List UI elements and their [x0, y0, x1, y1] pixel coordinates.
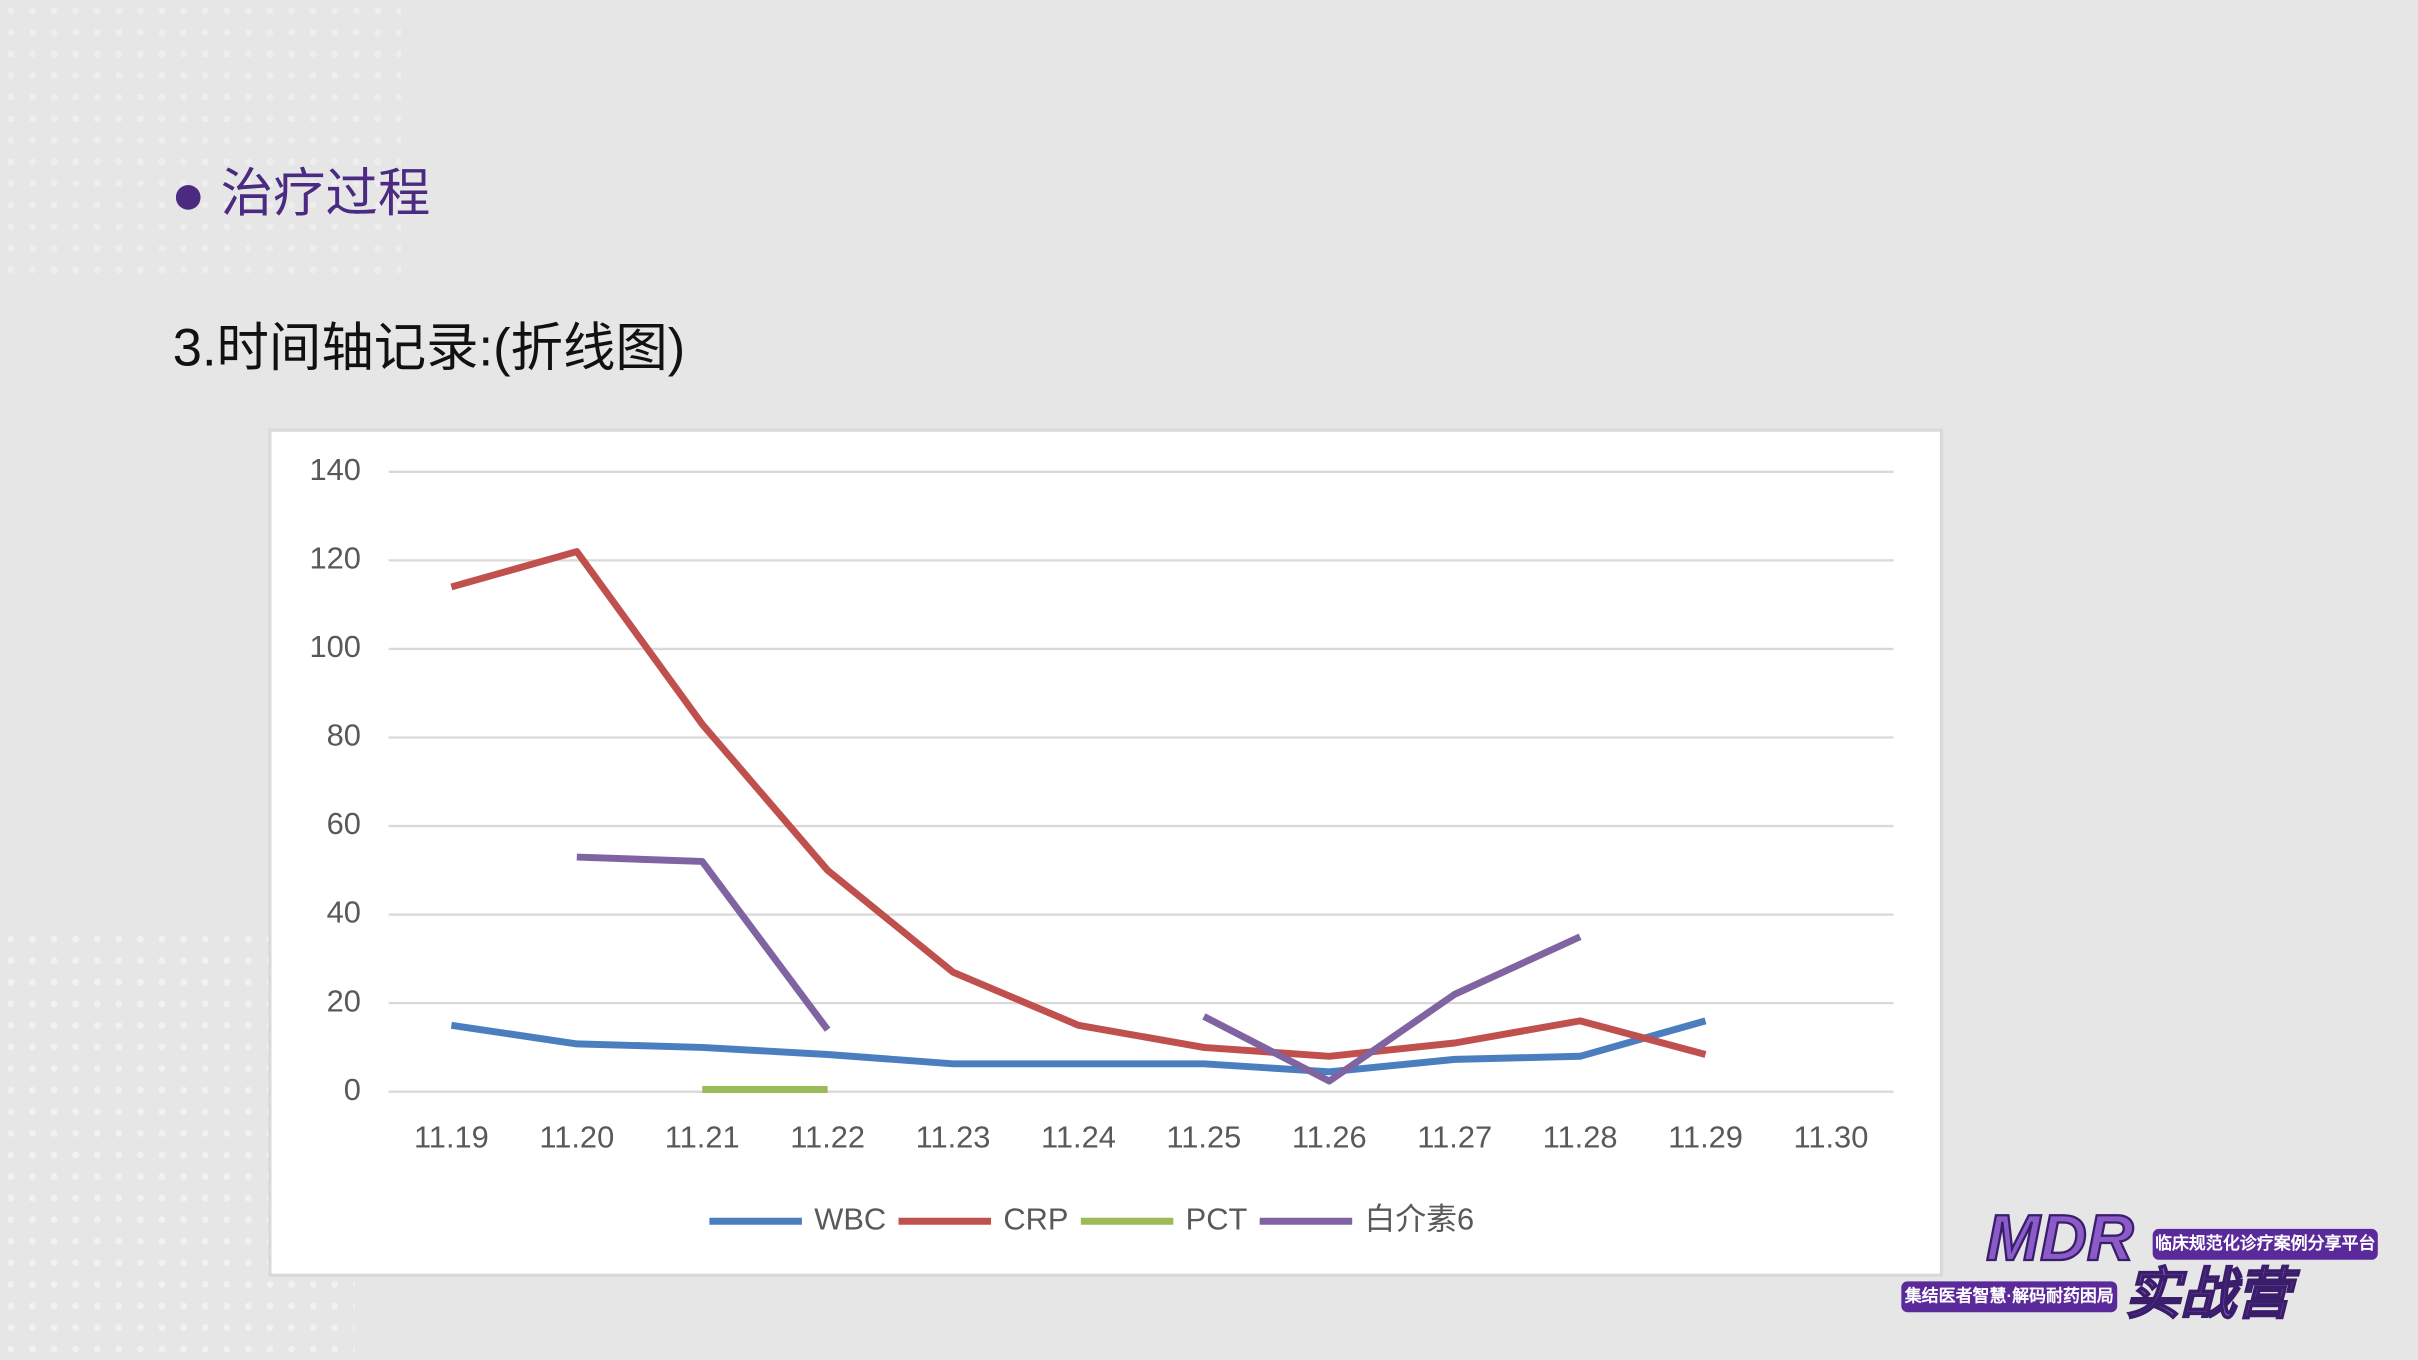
- x-tick-label: 11.20: [539, 1120, 614, 1155]
- y-tick-label: 140: [309, 452, 360, 487]
- x-tick-label: 11.27: [1417, 1120, 1492, 1155]
- y-tick-label: 80: [327, 718, 361, 753]
- logo-tag-bg: [2152, 1228, 2378, 1260]
- logo: MDR 临床规范化诊疗案例分享平台 集结医者智慧·解码耐药困局 实战营: [1901, 1200, 2378, 1326]
- x-tick-label: 11.23: [916, 1120, 991, 1155]
- legend-label: WBC: [814, 1201, 886, 1236]
- x-tick-label: 11.28: [1543, 1120, 1618, 1155]
- bullet: [175, 185, 201, 210]
- x-tick-label: 11.26: [1292, 1120, 1367, 1155]
- chart: 0 20 40 60 80 100 120 140 11.19 11.20 11.21 11.22 11…: [309, 452, 1894, 1236]
- series-line: [450, 1017, 1707, 1076]
- x-tick-label: 11.29: [1668, 1120, 1743, 1155]
- series-line: [576, 853, 1582, 1085]
- x-tick-label: 11.30: [1793, 1120, 1868, 1155]
- subheading: 3.时间轴记录:(折线图): [173, 319, 685, 377]
- logo-slogan-bg: [1901, 1281, 2118, 1313]
- y-tick-label: 20: [327, 983, 361, 1018]
- series-line: [450, 548, 1707, 1060]
- legend-label: 白介素6: [1365, 1201, 1475, 1236]
- y-tick-label: 120: [309, 541, 360, 576]
- y-tick-label: 60: [327, 806, 361, 841]
- legend-label: CRP: [1003, 1201, 1068, 1236]
- x-tick-label: 11.21: [665, 1120, 740, 1155]
- y-tick-label: 40: [327, 895, 361, 930]
- x-tick-label: 11.19: [414, 1120, 489, 1155]
- x-tick-label: 11.24: [1041, 1120, 1116, 1155]
- logo-tagline: 临床规范化诊疗案例分享平台: [2155, 1233, 2375, 1253]
- logo-brand: MDR: [1986, 1201, 2134, 1274]
- logo-slogan: 集结医者智慧·解码耐药困局: [1904, 1285, 2114, 1305]
- x-tick-label: 11.22: [790, 1120, 865, 1155]
- logo-name: 实战营: [2125, 1263, 2300, 1325]
- chart-frame: [268, 428, 1943, 1277]
- x-tick-label: 11.25: [1166, 1120, 1241, 1155]
- legend-label: PCT: [1186, 1201, 1248, 1236]
- y-tick-label: 0: [344, 1072, 361, 1107]
- decor-dots: [0, 0, 402, 278]
- heading: 治疗过程: [221, 165, 431, 223]
- y-tick-label: 100: [309, 629, 360, 664]
